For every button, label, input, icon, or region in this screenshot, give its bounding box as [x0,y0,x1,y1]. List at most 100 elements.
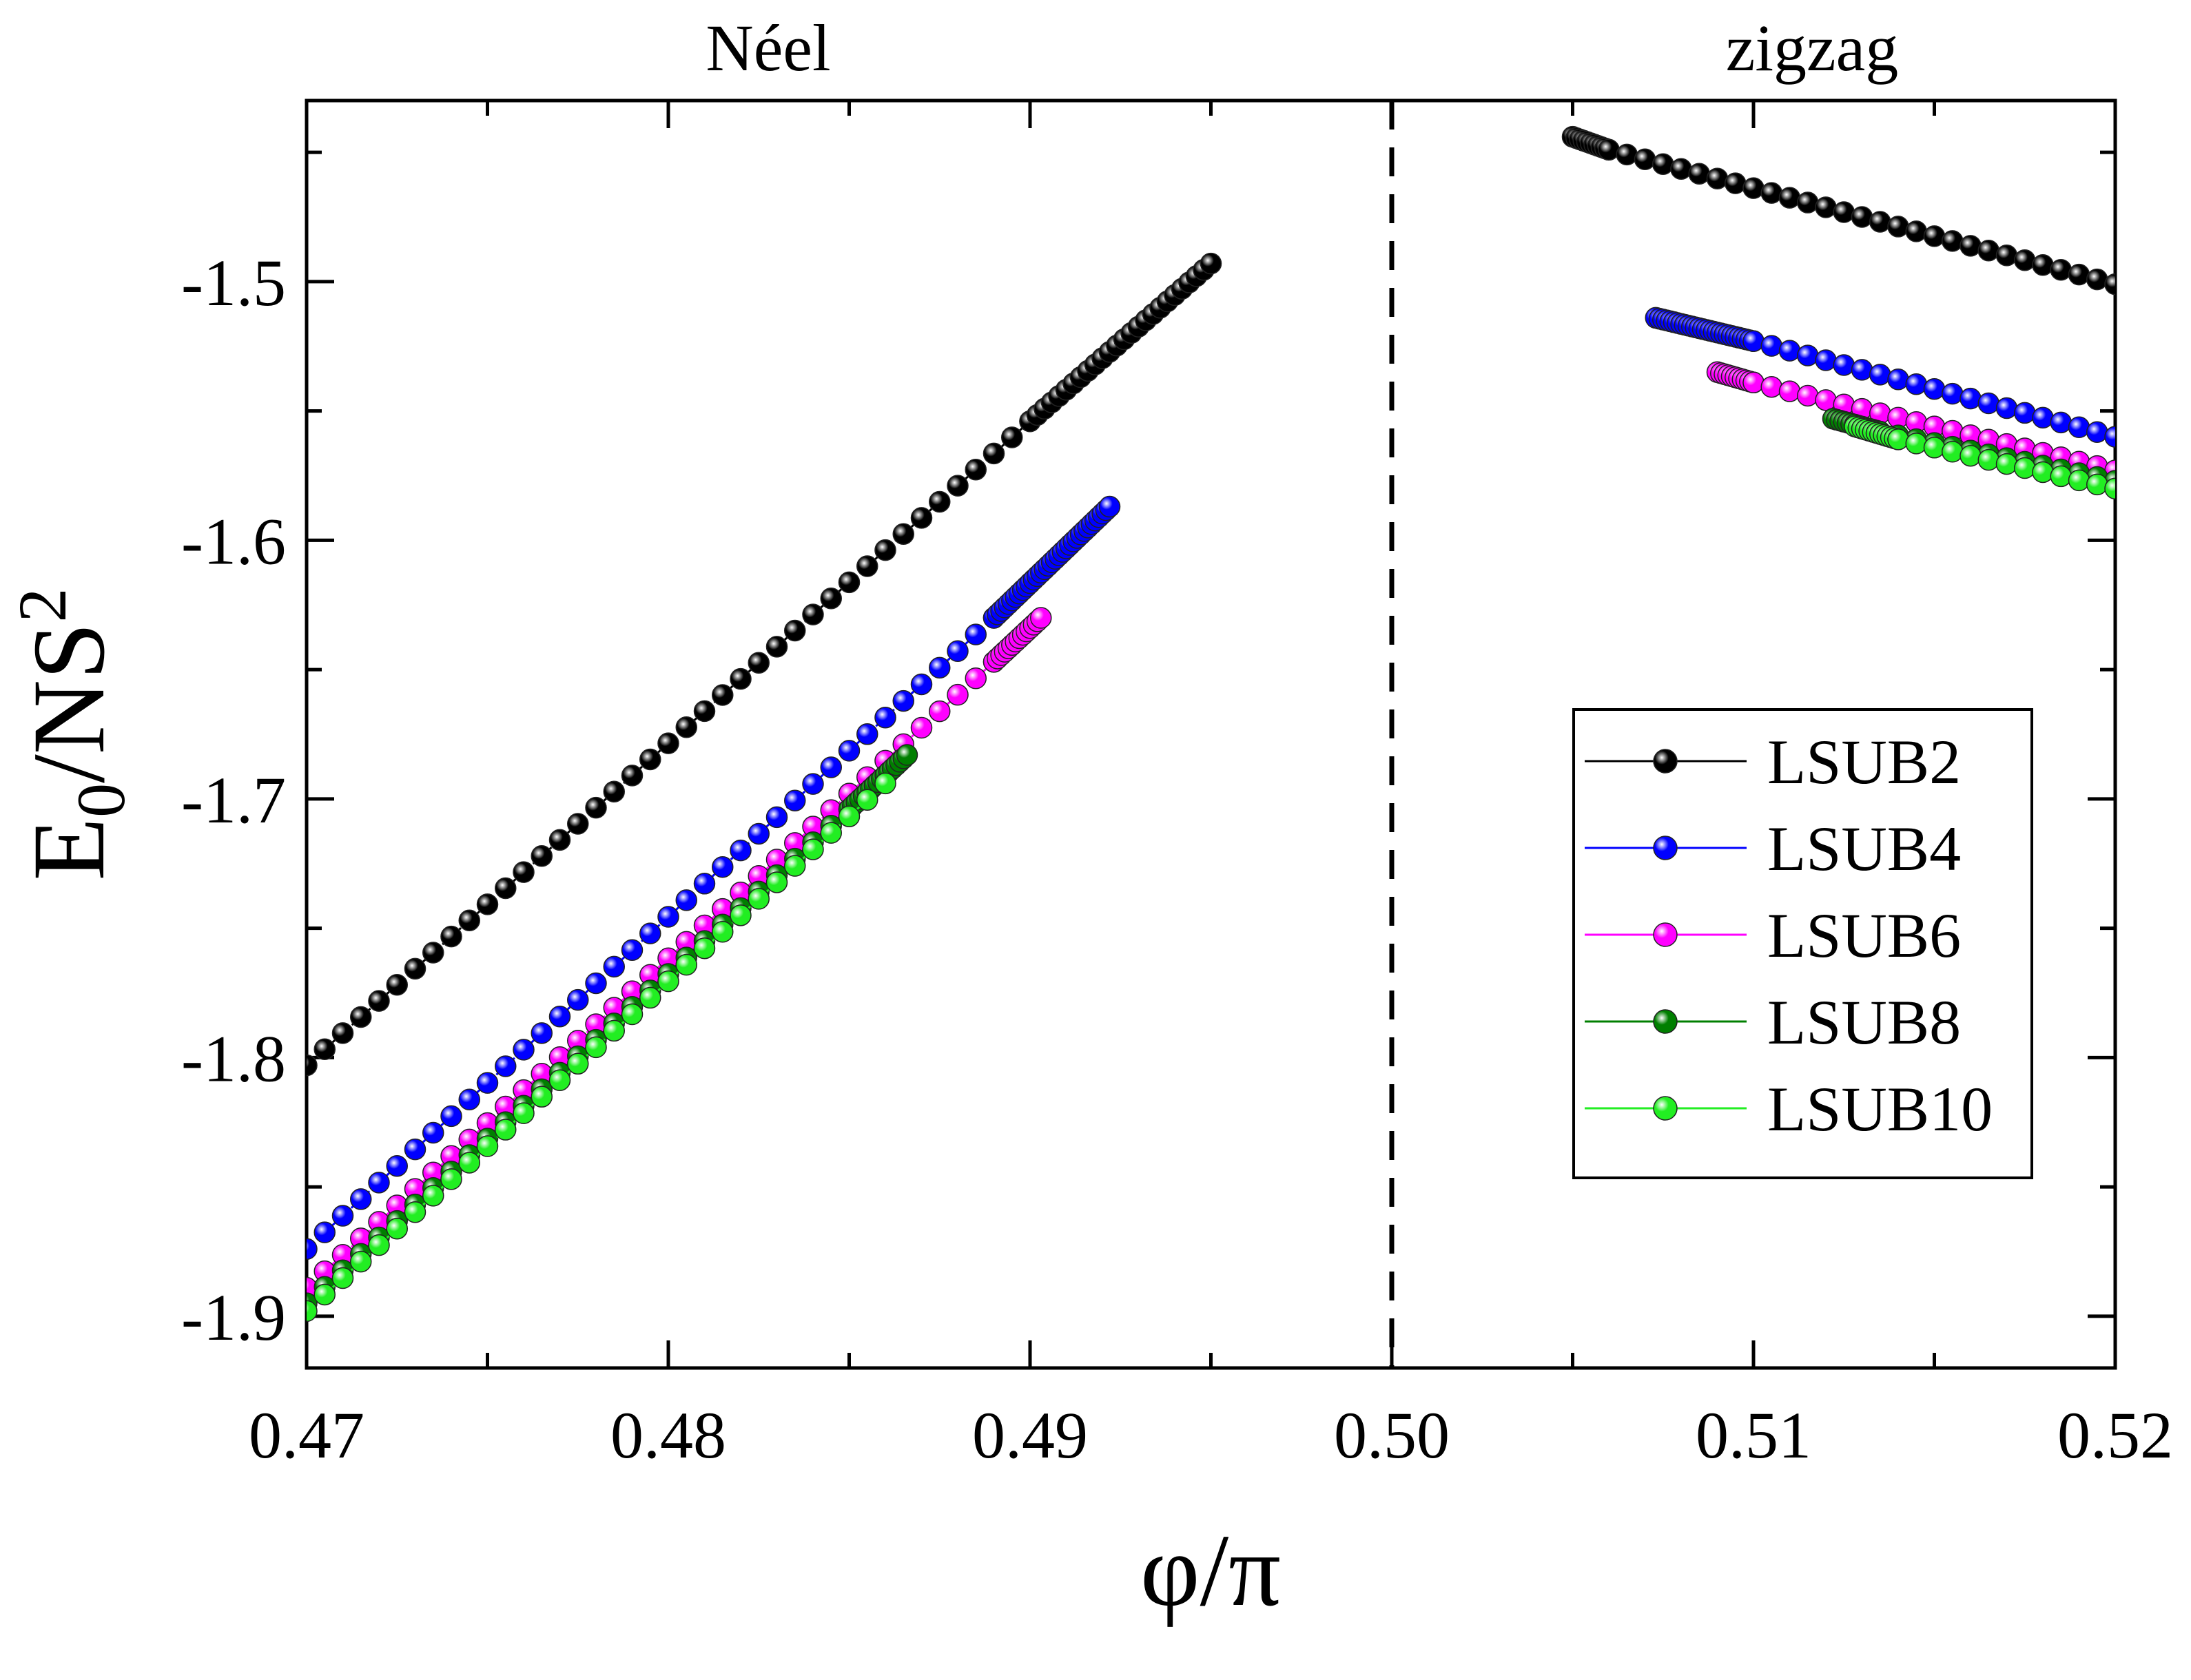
data-point [476,893,499,915]
data-point [1797,384,1819,407]
data-point [838,571,861,594]
data-point [1742,371,1765,394]
data-point [2086,421,2108,443]
y-axis-title-sup: 2 [4,588,81,622]
data-point [386,974,408,996]
data-point [386,1154,408,1177]
data-point [567,988,589,1011]
legend-label: LSUB2 [1767,727,1961,797]
legend-label: LSUB8 [1767,987,1961,1057]
data-point [404,1138,426,1161]
data-point [2014,249,2036,271]
data-point [2086,473,2108,496]
data-point [495,1119,517,1141]
data-point [965,667,987,689]
data-point [1001,426,1023,448]
data-point [368,990,390,1012]
data-point [1869,211,1891,233]
data-point [657,970,679,993]
data-point [838,805,861,827]
data-point [693,700,716,723]
data-point [422,1121,444,1144]
series-lsub4 [307,307,2115,1261]
data-point [712,921,734,943]
data-point [748,652,770,674]
data-point [313,1038,336,1061]
data-point [1923,437,1946,459]
data-point [1030,607,1052,629]
data-point [313,1221,336,1243]
legend-item-lsub6: LSUB6 [1585,900,1961,971]
data-point [350,1250,372,1273]
data-point [2104,477,2115,500]
data-point [307,1054,318,1077]
data-point [1797,344,1819,366]
data-point [603,780,625,803]
data-point [1905,220,1927,242]
data-point [422,1185,444,1207]
data-point [983,442,1005,465]
data-point [585,1036,607,1059]
data-point [548,1005,571,1028]
data-point [1760,182,1782,204]
data-point [476,1135,499,1157]
y-tick-label: -1.9 [181,1280,286,1354]
legend-marker [1653,749,1678,774]
series-lsub2 [307,125,2115,1077]
data-point [313,1283,336,1306]
legend-item-lsub2: LSUB2 [1585,727,1961,797]
data-point [458,909,480,932]
y-tick-label: -1.7 [181,763,286,837]
data-point [730,667,752,690]
data-point [404,957,426,980]
y-tick-label: -1.5 [181,246,286,320]
data-point [1797,191,1819,214]
x-tick-label: 0.49 [972,1398,1088,1472]
data-point [2104,273,2115,295]
data-point [2104,426,2115,448]
data-point [639,986,661,1009]
data-point [675,716,697,738]
data-point [965,459,987,481]
data-point [2014,402,2036,424]
legend-label: LSUB4 [1767,813,1961,884]
data-point [440,1105,462,1128]
legend-marker [1653,922,1678,947]
data-point [331,1205,354,1227]
legend-label: LSUB10 [1767,1074,1993,1144]
data-point [856,723,878,745]
legend-marker [1653,836,1678,860]
data-point [657,906,679,928]
data-point [1851,359,1873,381]
data-point [947,640,969,662]
series-layer [307,125,2115,1323]
data-point [2050,465,2072,488]
data-point [404,1201,426,1223]
data-point [368,1172,390,1194]
data-point [2032,253,2054,276]
data-point [567,813,589,835]
series-lsub10 [307,415,2115,1323]
data-point [1869,364,1891,386]
data-point [531,1086,553,1108]
data-point [368,1234,390,1256]
data-point [1742,177,1765,199]
data-point [838,740,861,762]
data-point [1778,380,1801,402]
legend-item-lsub10: LSUB10 [1585,1074,1993,1144]
legend: LSUB2 LSUB4 LSUB6 LSUB8 LSUB10 [1572,708,2033,1179]
data-point [2086,268,2108,291]
region-label-neel: Néel [706,11,830,85]
data-point [748,822,770,845]
data-point [712,855,734,878]
data-point [712,684,734,706]
data-point [1942,441,1964,463]
data-point [440,925,462,948]
data-point [495,1055,517,1077]
data-point [422,942,444,964]
axis-tick-labels: 0.47 0.48 0.49 0.50 0.51 0.52 -1.9 -1.8 -1.7 -1.6… [181,246,2173,1472]
data-point [929,656,951,679]
data-point [585,796,607,819]
data-point [1778,340,1801,362]
